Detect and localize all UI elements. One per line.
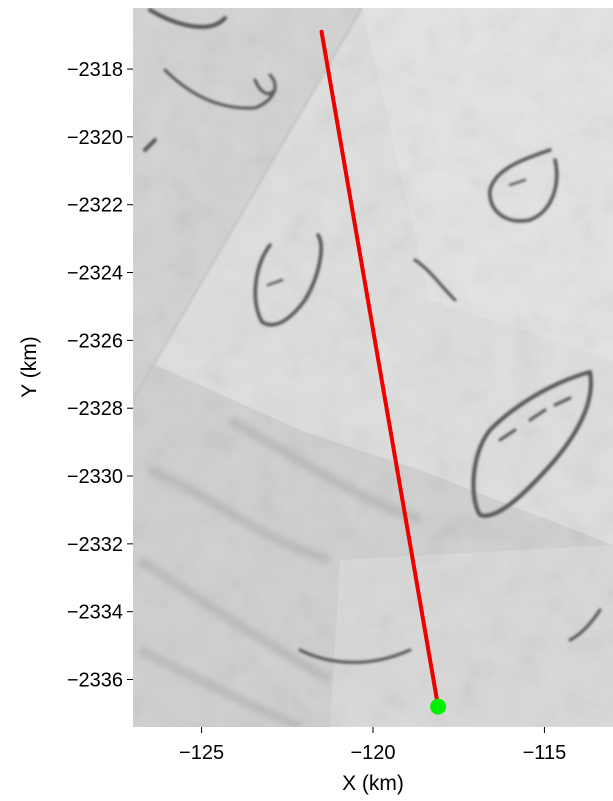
x-tick-label: −125 — [179, 742, 224, 764]
y-axis-title: Y (km) — [18, 336, 41, 397]
y-tick-label: −2328 — [67, 398, 123, 420]
y-tick-label: −2326 — [67, 330, 123, 352]
satellite-image — [133, 8, 613, 727]
y-tick-label: −2330 — [67, 466, 123, 488]
y-tick-label: −2322 — [67, 195, 123, 217]
y-tick-label: −2318 — [67, 59, 123, 81]
endpoint-marker — [430, 698, 447, 715]
x-tick-label: −120 — [350, 742, 395, 764]
track-line — [319, 29, 441, 709]
y-tick-label: −2336 — [67, 670, 123, 692]
y-tick-label: −2332 — [67, 534, 123, 556]
track-layer — [319, 29, 447, 715]
y-tick-label: −2334 — [67, 602, 123, 624]
x-axis-title: X (km) — [342, 772, 404, 795]
y-axis: −2318 −2320 −2322 −2324 −2326 −2328 −2330 −2332… — [67, 59, 133, 692]
x-tick-label: −115 — [523, 742, 567, 764]
y-tick-label: −2324 — [67, 263, 123, 285]
x-axis: −125 −120 −115 — [179, 727, 566, 764]
y-tick-label: −2320 — [67, 127, 123, 149]
